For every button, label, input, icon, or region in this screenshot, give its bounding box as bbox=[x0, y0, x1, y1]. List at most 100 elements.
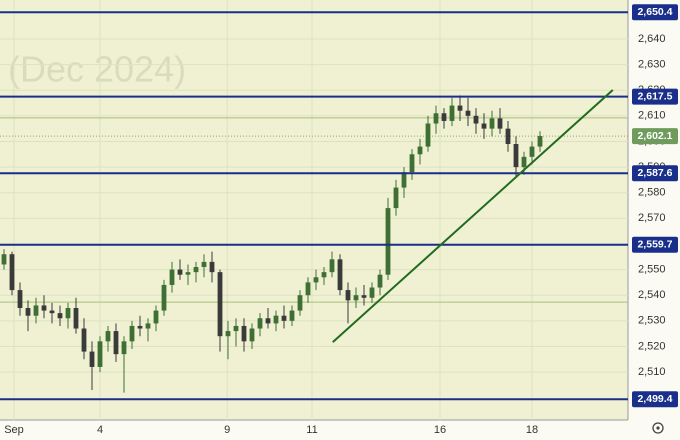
level-label: 2,587.6 bbox=[637, 167, 672, 179]
candle-body bbox=[369, 287, 375, 298]
candle-body bbox=[425, 123, 431, 147]
candle-body bbox=[513, 144, 519, 168]
x-tick-label: 16 bbox=[434, 424, 446, 436]
last-price-label: 2,602.1 bbox=[637, 130, 672, 142]
time-axis bbox=[0, 420, 628, 440]
candle-body bbox=[297, 295, 303, 311]
gear-icon[interactable] bbox=[652, 422, 664, 434]
candle-body bbox=[57, 313, 63, 319]
candle-body bbox=[225, 331, 231, 337]
level-badge bbox=[632, 88, 678, 105]
level-badge bbox=[632, 236, 678, 253]
plot-background bbox=[0, 0, 628, 420]
candle-body bbox=[97, 341, 103, 367]
candle-body bbox=[529, 146, 535, 157]
candle-body bbox=[305, 282, 311, 296]
candle-body bbox=[281, 315, 287, 321]
candle-body bbox=[449, 105, 455, 121]
candle-body bbox=[353, 295, 359, 301]
candle-body bbox=[81, 328, 87, 352]
candle-body bbox=[457, 105, 463, 111]
candle-body bbox=[185, 272, 191, 275]
candle-body bbox=[521, 156, 527, 168]
x-tick-label: 9 bbox=[224, 424, 230, 436]
y-tick-label: 2,510 bbox=[638, 366, 666, 378]
candle-body bbox=[113, 331, 119, 355]
candle-body bbox=[73, 308, 79, 329]
y-tick-label: 2,530 bbox=[638, 315, 666, 327]
candle-body bbox=[361, 295, 367, 298]
candle-body bbox=[249, 328, 255, 342]
candle-body bbox=[241, 325, 247, 342]
x-tick-label: 4 bbox=[97, 424, 103, 436]
candle-body bbox=[497, 118, 503, 129]
y-tick-label: 2,540 bbox=[638, 289, 666, 301]
candle-body bbox=[137, 325, 143, 329]
candle-body bbox=[441, 113, 447, 121]
candle-body bbox=[265, 318, 271, 324]
candle-body bbox=[321, 272, 327, 278]
candle-body bbox=[385, 208, 391, 275]
candle-body bbox=[209, 261, 215, 273]
candle-body bbox=[505, 128, 511, 145]
level-label: 2,650.4 bbox=[637, 6, 672, 18]
candle-body bbox=[409, 154, 415, 173]
y-tick-label: 2,550 bbox=[638, 263, 666, 275]
candle-body bbox=[465, 110, 471, 116]
y-tick-label: 2,570 bbox=[638, 212, 666, 224]
gear-center[interactable] bbox=[656, 426, 660, 430]
y-tick-label: 2,630 bbox=[638, 58, 666, 70]
level-badge bbox=[632, 4, 678, 21]
candle-body bbox=[9, 254, 15, 291]
candle-body bbox=[313, 277, 319, 283]
candle-body bbox=[345, 290, 351, 301]
candle-body bbox=[201, 261, 207, 268]
candle-body bbox=[377, 274, 383, 288]
candle-body bbox=[273, 315, 279, 324]
y-tick-label: 2,520 bbox=[638, 340, 666, 352]
level-label: 2,499.4 bbox=[637, 393, 672, 405]
candle-body bbox=[161, 284, 167, 311]
candle-body bbox=[193, 267, 199, 273]
candle-body bbox=[89, 351, 95, 367]
candle-body bbox=[41, 305, 47, 311]
candle-body bbox=[153, 310, 159, 324]
x-tick-label: 18 bbox=[526, 424, 538, 436]
candle-body bbox=[393, 187, 399, 209]
candle-body bbox=[481, 123, 487, 129]
y-tick-label: 2,610 bbox=[638, 110, 666, 122]
last-price-badge bbox=[632, 128, 678, 145]
candle-body bbox=[49, 310, 55, 314]
candle-body bbox=[329, 259, 335, 273]
candle-body bbox=[537, 136, 543, 147]
candle-body bbox=[417, 146, 423, 155]
settings-button[interactable] bbox=[652, 422, 664, 434]
candle-body bbox=[473, 115, 479, 124]
level-label: 2,617.5 bbox=[637, 90, 672, 102]
level-label: 2,559.7 bbox=[637, 239, 672, 251]
candle-body bbox=[177, 269, 183, 275]
level-badge bbox=[632, 391, 678, 408]
candle-body bbox=[169, 269, 175, 285]
candle-body bbox=[401, 172, 407, 188]
candle-body bbox=[217, 272, 223, 337]
candle-body bbox=[33, 305, 39, 316]
candle-body bbox=[1, 254, 7, 265]
candle-body bbox=[433, 113, 439, 124]
candle-body bbox=[129, 325, 135, 342]
y-tick-label: 2,580 bbox=[638, 187, 666, 199]
y-tick-label: 2,640 bbox=[638, 33, 666, 45]
candle-body bbox=[145, 323, 151, 329]
candle-body bbox=[489, 118, 495, 129]
level-badge bbox=[632, 165, 678, 182]
candle-body bbox=[337, 259, 343, 291]
candle-body bbox=[105, 331, 111, 342]
trend-line bbox=[332, 89, 614, 343]
watermark: (Dec 2024) bbox=[8, 49, 186, 90]
candle-body bbox=[65, 308, 71, 319]
candle-body bbox=[289, 310, 295, 321]
candle-body bbox=[121, 341, 127, 355]
x-tick-label: 11 bbox=[306, 424, 317, 436]
x-tick-label: Sep bbox=[4, 424, 24, 436]
